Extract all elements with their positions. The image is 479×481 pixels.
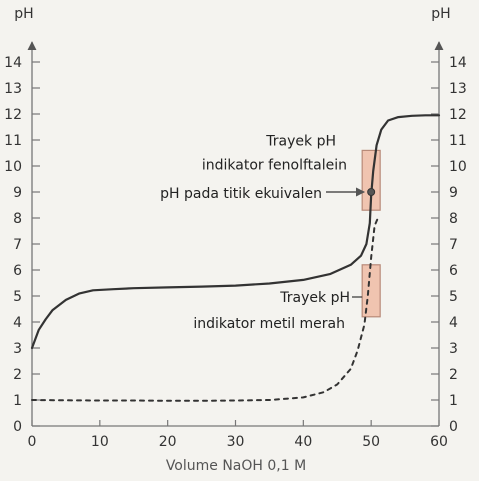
right-y-axis-label: pH — [431, 6, 450, 22]
y-tick-label-left: 14 — [4, 55, 22, 71]
x-tick-label: 40 — [294, 434, 312, 450]
y-tick-label-right: 13 — [449, 81, 467, 97]
x-tick-label: 20 — [159, 434, 177, 450]
y-tick-label-left: 5 — [13, 289, 22, 305]
y-tick-label-left: 4 — [13, 315, 22, 331]
y-tick-label-right: 9 — [449, 185, 458, 201]
phenolphthalein-label-line-1: Trayek pH — [265, 133, 336, 149]
y-tick-label-right: 2 — [449, 367, 458, 383]
methyl-red-label-line-2: indikator metil merah — [193, 316, 345, 332]
x-tick-label: 50 — [362, 434, 380, 450]
x-tick-label: 60 — [430, 434, 448, 450]
y-tick-label-left: 10 — [4, 159, 22, 175]
y-tick-label-right: 12 — [449, 107, 467, 123]
y-tick-label-left: 2 — [13, 367, 22, 383]
annotations: Trayek pH indikator fenolftalein pH pada t… — [160, 133, 376, 332]
solid-curve — [30, 114, 441, 350]
y-tick-label-right: 6 — [449, 263, 458, 279]
y-tick-label-right: 8 — [449, 211, 458, 227]
y-tick-label-left: 8 — [13, 211, 22, 227]
dashed-curve — [31, 217, 379, 402]
equivalence-point-label: pH pada titik ekuivalen — [160, 186, 322, 202]
equivalence-point-marker — [367, 188, 376, 196]
indicator-ranges — [361, 149, 381, 318]
x-tick-label: 30 — [227, 434, 245, 450]
y-tick-label-left: 0 — [13, 419, 22, 435]
y-tick-label-right: 0 — [449, 419, 458, 435]
y-tick-label-right: 10 — [449, 159, 467, 175]
y-tick-label-left: 12 — [4, 107, 22, 123]
y-tick-label-right: 11 — [449, 133, 467, 149]
y-tick-label-left: 1 — [13, 393, 22, 409]
y-tick-label-left: 11 — [4, 133, 22, 149]
y-tick-label-right: 7 — [449, 237, 458, 253]
x-tick-label: 10 — [91, 434, 109, 450]
left-y-axis-label: pH — [14, 6, 33, 22]
phenolphthalein-label-line-2: indikator fenolftalein — [202, 157, 347, 173]
y-tick-label-right: 5 — [449, 289, 458, 305]
y-tick-label-right: 1 — [449, 393, 458, 409]
indicator-range-methyl-red — [361, 264, 381, 318]
y-tick-label-right: 4 — [449, 315, 458, 331]
y-tick-label-left: 13 — [4, 81, 22, 97]
methyl-red-label-line-1: Trayek pH — [279, 290, 350, 306]
y-tick-label-left: 7 — [13, 237, 22, 253]
y-tick-label-left: 9 — [13, 185, 22, 201]
x-axis-label: Volume NaOH 0,1 M — [166, 458, 306, 474]
x-tick-label: 0 — [28, 434, 37, 450]
y-tick-label-right: 14 — [449, 55, 467, 71]
y-tick-label-left: 3 — [13, 341, 22, 357]
y-tick-label-right: 3 — [449, 341, 458, 357]
y-tick-label-left: 6 — [13, 263, 22, 279]
curves — [30, 114, 441, 402]
